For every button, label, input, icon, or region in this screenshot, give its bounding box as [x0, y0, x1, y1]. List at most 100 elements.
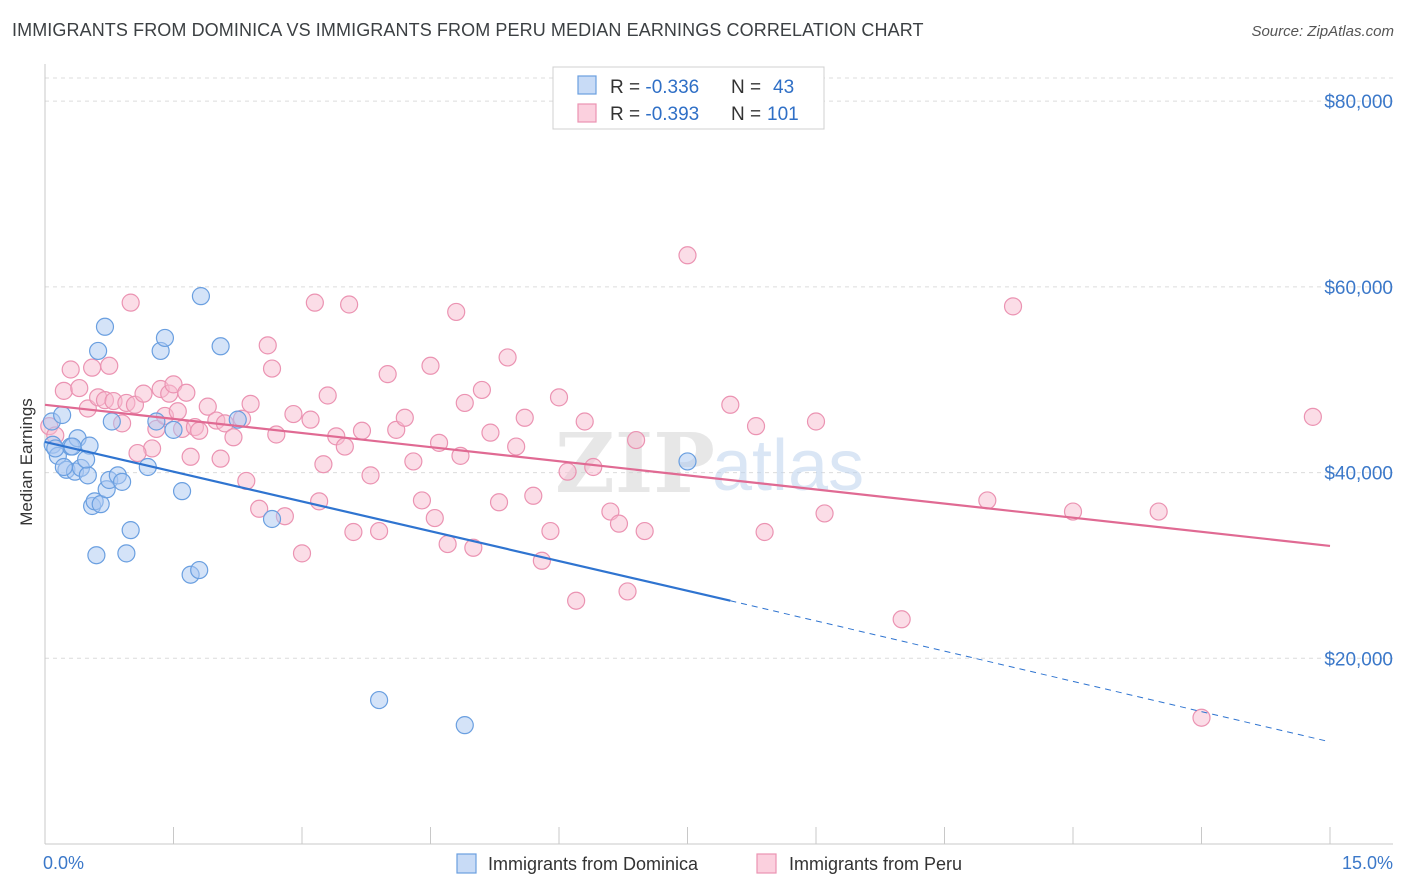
dominica-swatch — [577, 75, 597, 95]
peru-point-38 — [262, 359, 282, 378]
y-tick-label-3: $80,000 — [1324, 92, 1393, 113]
legend-dominica-swatch — [456, 853, 477, 874]
peru-point-37 — [258, 336, 277, 355]
peru-point-21 — [164, 375, 183, 394]
peru-point-77 — [567, 591, 586, 610]
peru-point-82 — [618, 582, 637, 601]
svg-text:N = 101: N = 101 — [731, 104, 799, 125]
peru-point-96 — [1192, 708, 1211, 727]
peru-point-32 — [224, 428, 243, 447]
peru-swatch — [577, 103, 597, 123]
legend-peru-swatch — [756, 853, 777, 874]
dominica-point-42 — [54, 457, 73, 477]
peru-point-83 — [626, 430, 646, 450]
peru-point-69 — [498, 348, 517, 367]
chart-title: IMMIGRANTS FROM DOMINICA VS IMMIGRANTS F… — [12, 20, 924, 40]
dominica-point-36 — [455, 716, 474, 735]
source-label: Source: ZipAtlas.com — [1251, 23, 1394, 40]
svg-text:R = -0.393: R = -0.393 — [610, 104, 699, 125]
peru-r-value: -0.393 — [645, 104, 699, 125]
legend-peru-label: Immigrants from Peru — [789, 854, 962, 874]
peru-point-28 — [198, 397, 217, 416]
peru-point-50 — [344, 522, 363, 542]
peru-point-85 — [678, 246, 697, 265]
peru-point-3 — [61, 360, 80, 379]
peru-point-65 — [464, 538, 483, 557]
peru-point-67 — [481, 423, 500, 442]
dominica-point-30 — [190, 560, 209, 580]
peru-point-52 — [361, 466, 380, 485]
peru-point-84 — [635, 521, 654, 541]
dominica-point-32 — [211, 337, 230, 356]
dominica-point-26 — [155, 328, 175, 348]
dominica-r-label: R = — [610, 77, 645, 98]
peru-point-88 — [755, 522, 774, 542]
peru-point-78 — [575, 412, 594, 431]
dominica-point-37 — [678, 452, 697, 471]
svg-text:R = -0.336: R = -0.336 — [610, 77, 699, 98]
peru-point-35 — [241, 394, 260, 413]
peru-point-79 — [584, 457, 603, 477]
peru-point-25 — [181, 447, 200, 466]
dominica-point-13 — [87, 546, 106, 565]
peru-point-63 — [447, 302, 466, 322]
stats-box: R = -0.336 N = 43 R = -0.393 N = 101 — [552, 66, 825, 130]
peru-point-24 — [177, 383, 196, 402]
peru-point-41 — [284, 404, 303, 424]
dominica-point-19 — [102, 412, 121, 431]
dominica-r-value: -0.336 — [645, 77, 699, 98]
peru-point-66 — [472, 380, 491, 400]
peru-point-76 — [558, 462, 577, 481]
peru-point-62 — [438, 534, 457, 554]
peru-point-53 — [370, 521, 389, 541]
watermark-atlas: atlas — [712, 426, 864, 506]
legend: Immigrants from Dominica Immigrants from… — [456, 853, 962, 874]
peru-n-value: 101 — [767, 104, 799, 125]
peru-point-90 — [815, 504, 834, 523]
peru-point-64 — [455, 393, 474, 413]
dominica-point-27 — [164, 420, 183, 439]
dominica-point-22 — [121, 521, 140, 540]
peru-point-98 — [128, 443, 147, 463]
svg-text:N = 43: N = 43 — [731, 77, 794, 98]
peru-point-54 — [378, 365, 397, 384]
peru-point-44 — [305, 293, 324, 312]
peru-point-87 — [746, 417, 766, 436]
dominica-point-34 — [262, 509, 282, 529]
peru-trend-line — [44, 403, 1331, 548]
peru-r-label: R = — [610, 104, 645, 125]
peru-point-91 — [892, 610, 911, 629]
y-tick-label-0: $20,000 — [1324, 649, 1393, 670]
dominica-trend-extension — [730, 600, 1331, 743]
peru-point-97 — [1303, 407, 1322, 426]
y-tick-label-2: $60,000 — [1324, 278, 1393, 299]
dominica-trend-line — [44, 440, 731, 602]
axes — [44, 64, 1393, 845]
peru-point-58 — [412, 491, 432, 510]
peru-point-43 — [301, 410, 320, 429]
grid-lines — [45, 77, 1393, 659]
peru-point-68 — [489, 493, 509, 512]
peru-point-46 — [318, 386, 337, 405]
peru-point-72 — [524, 486, 543, 505]
peru-point-4 — [70, 378, 89, 398]
peru-point-70 — [507, 437, 526, 456]
dominica-point-33 — [228, 410, 247, 429]
peru-point-86 — [721, 395, 740, 414]
x-tick-label-max: 15.0% — [1342, 853, 1393, 873]
peru-point-30 — [211, 449, 230, 468]
dominica-point-3 — [53, 405, 72, 425]
peru-point-59 — [421, 356, 440, 375]
peru-point-74 — [541, 521, 560, 541]
x-tick-label-min: 0.0% — [43, 853, 84, 873]
dominica-point-14 — [89, 341, 108, 361]
peru-point-6 — [83, 358, 102, 377]
peru-point-81 — [609, 514, 629, 533]
peru-point-71 — [515, 408, 534, 427]
series-dominica — [42, 287, 697, 735]
peru-point-22 — [168, 402, 187, 421]
peru-point-75 — [549, 388, 569, 407]
peru-point-93 — [1003, 297, 1023, 316]
trend-lines — [44, 403, 1331, 743]
